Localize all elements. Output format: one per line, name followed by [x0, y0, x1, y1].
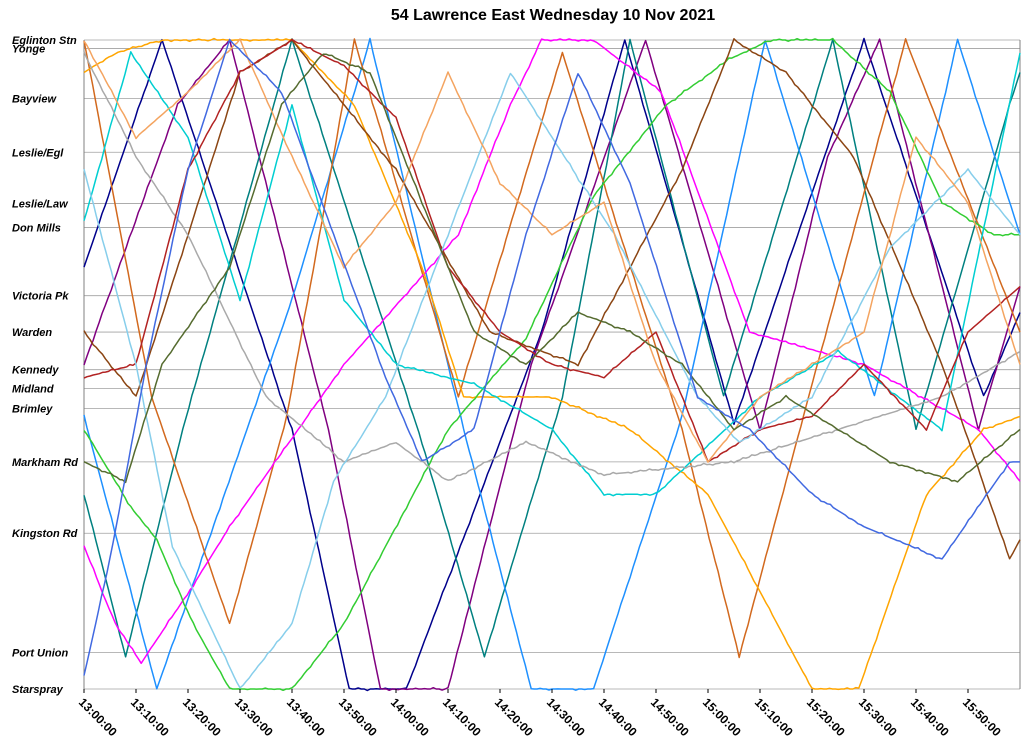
- bus-trace-line: [83, 51, 1021, 481]
- x-tick-label: 13:20:00: [180, 695, 224, 739]
- stop-label: Victoria Pk: [12, 291, 69, 303]
- bus-trace-line: [83, 38, 1021, 560]
- x-tick-label: 14:30:00: [544, 695, 588, 739]
- x-tick-label: 15:10:00: [752, 695, 796, 739]
- bus-trace-line: [83, 37, 1020, 692]
- chart-title: 54 Lawrence East Wednesday 10 Nov 2021: [391, 7, 715, 24]
- bus-trace-line: [83, 38, 1020, 676]
- stop-label: Warden: [12, 327, 52, 339]
- bus-trace-line: [83, 38, 1021, 463]
- stop-label: Leslie/Egl: [12, 147, 64, 159]
- bus-trace-line: [83, 51, 1021, 497]
- stop-label: Port Union: [12, 648, 68, 660]
- bus-trace-line: [83, 53, 1021, 484]
- stop-label: Starspray: [12, 684, 64, 696]
- stop-label: Yonge: [12, 43, 45, 55]
- x-tick-label: 13:40:00: [284, 695, 328, 739]
- stop-label: Midland: [12, 384, 54, 396]
- x-tick-label: 14:00:00: [388, 695, 432, 739]
- bus-trace-line: [83, 38, 1021, 659]
- x-tick-label: 13:50:00: [336, 695, 380, 739]
- stop-label: Leslie/Law: [12, 199, 69, 211]
- stop-label: Eglinton Stn: [12, 35, 77, 47]
- x-tick-label: 15:40:00: [908, 695, 952, 739]
- x-tick-label: 14:20:00: [492, 695, 536, 739]
- bus-trace-line: [83, 37, 1021, 692]
- stop-label: Bayview: [12, 93, 57, 105]
- stop-label: Brimley: [12, 404, 53, 416]
- x-tick-labels: 13:00:00 13:10:00 13:20:00 13:30:00 13:40:00…: [76, 689, 1004, 739]
- x-tick-label: 14:40:00: [596, 695, 640, 739]
- bus-trace-line: [83, 38, 1021, 658]
- bus-trace-line: [83, 38, 1021, 692]
- stop-label: Kennedy: [12, 365, 59, 377]
- x-tick-label: 13:00:00: [76, 695, 120, 739]
- stop-label: Kingston Rd: [12, 528, 78, 540]
- x-tick-label: 15:30:00: [856, 695, 900, 739]
- bus-trace-line: [83, 72, 1021, 689]
- bus-trace-line: [83, 38, 1021, 463]
- series-group: [83, 37, 1021, 692]
- x-tick-label: 13:10:00: [128, 695, 172, 739]
- x-tick-label: 13:30:00: [232, 695, 276, 739]
- stop-label: Markham Rd: [12, 457, 78, 469]
- x-tick-label: 14:10:00: [440, 695, 484, 739]
- x-tick-label: 15:00:00: [700, 695, 744, 739]
- x-tick-label: 15:20:00: [804, 695, 848, 739]
- x-tick-label: 14:50:00: [648, 695, 692, 739]
- stop-label: Don Mills: [12, 223, 61, 235]
- x-tick-label: 15:50:00: [960, 695, 1004, 739]
